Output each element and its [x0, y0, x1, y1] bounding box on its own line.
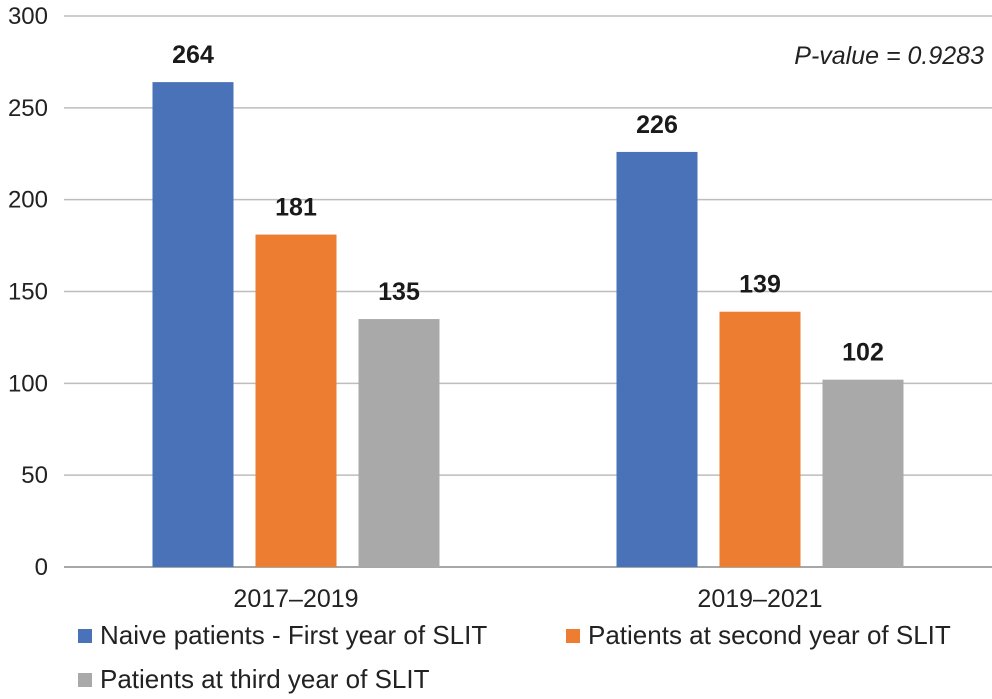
bar-series-1-cat-1 [152, 82, 234, 568]
bar-series-1-cat-2 [616, 151, 698, 567]
x-category-label: 2017–2019 [233, 585, 358, 613]
y-tick-label: 250 [8, 95, 48, 122]
bar-series-2-cat-1 [255, 234, 337, 567]
legend-item-series-2: Patients at second year of SLIT [566, 620, 951, 651]
y-tick-label: 150 [8, 279, 48, 306]
y-axis-ticks: 0 50 100 150 200 250 300 [8, 3, 48, 581]
x-axis-categories: 2017–2019 2019–2021 [233, 585, 822, 613]
y-tick-label: 50 [21, 462, 48, 489]
legend-swatch-orange [566, 628, 580, 643]
legend-swatch-gray [78, 672, 92, 687]
y-tick-label: 300 [8, 3, 48, 30]
bar-series-2-cat-2 [719, 311, 801, 567]
bars [152, 82, 904, 568]
bar-series-3-cat-1 [358, 319, 440, 567]
data-label: 181 [275, 194, 317, 222]
legend-item-series-3: Patients at third year of SLIT [78, 664, 430, 695]
y-tick-label: 0 [35, 554, 48, 581]
data-label: 139 [739, 271, 781, 299]
p-value-annotation: P-value = 0.9283 [794, 42, 984, 70]
legend-label: Patients at second year of SLIT [588, 620, 951, 650]
legend-label: Naive patients - First year of SLIT [100, 620, 488, 650]
legend-item-series-1: Naive patients - First year of SLIT [78, 620, 487, 651]
data-label: 102 [842, 339, 884, 367]
x-category-label: 2019–2021 [697, 585, 822, 613]
data-label: 264 [172, 41, 214, 69]
y-tick-label: 200 [8, 187, 48, 214]
legend-label: Patients at third year of SLIT [100, 664, 430, 694]
data-label: 135 [378, 278, 420, 306]
y-tick-label: 100 [8, 370, 48, 397]
data-label: 226 [636, 111, 678, 139]
data-labels: 264 181 135 226 139 102 [172, 41, 884, 367]
legend-swatch-blue [78, 628, 92, 643]
bar-series-3-cat-2 [822, 379, 904, 567]
bar-chart: 0 50 100 150 200 250 300 264 181 135 226 139 102 20… [8, 3, 992, 613]
